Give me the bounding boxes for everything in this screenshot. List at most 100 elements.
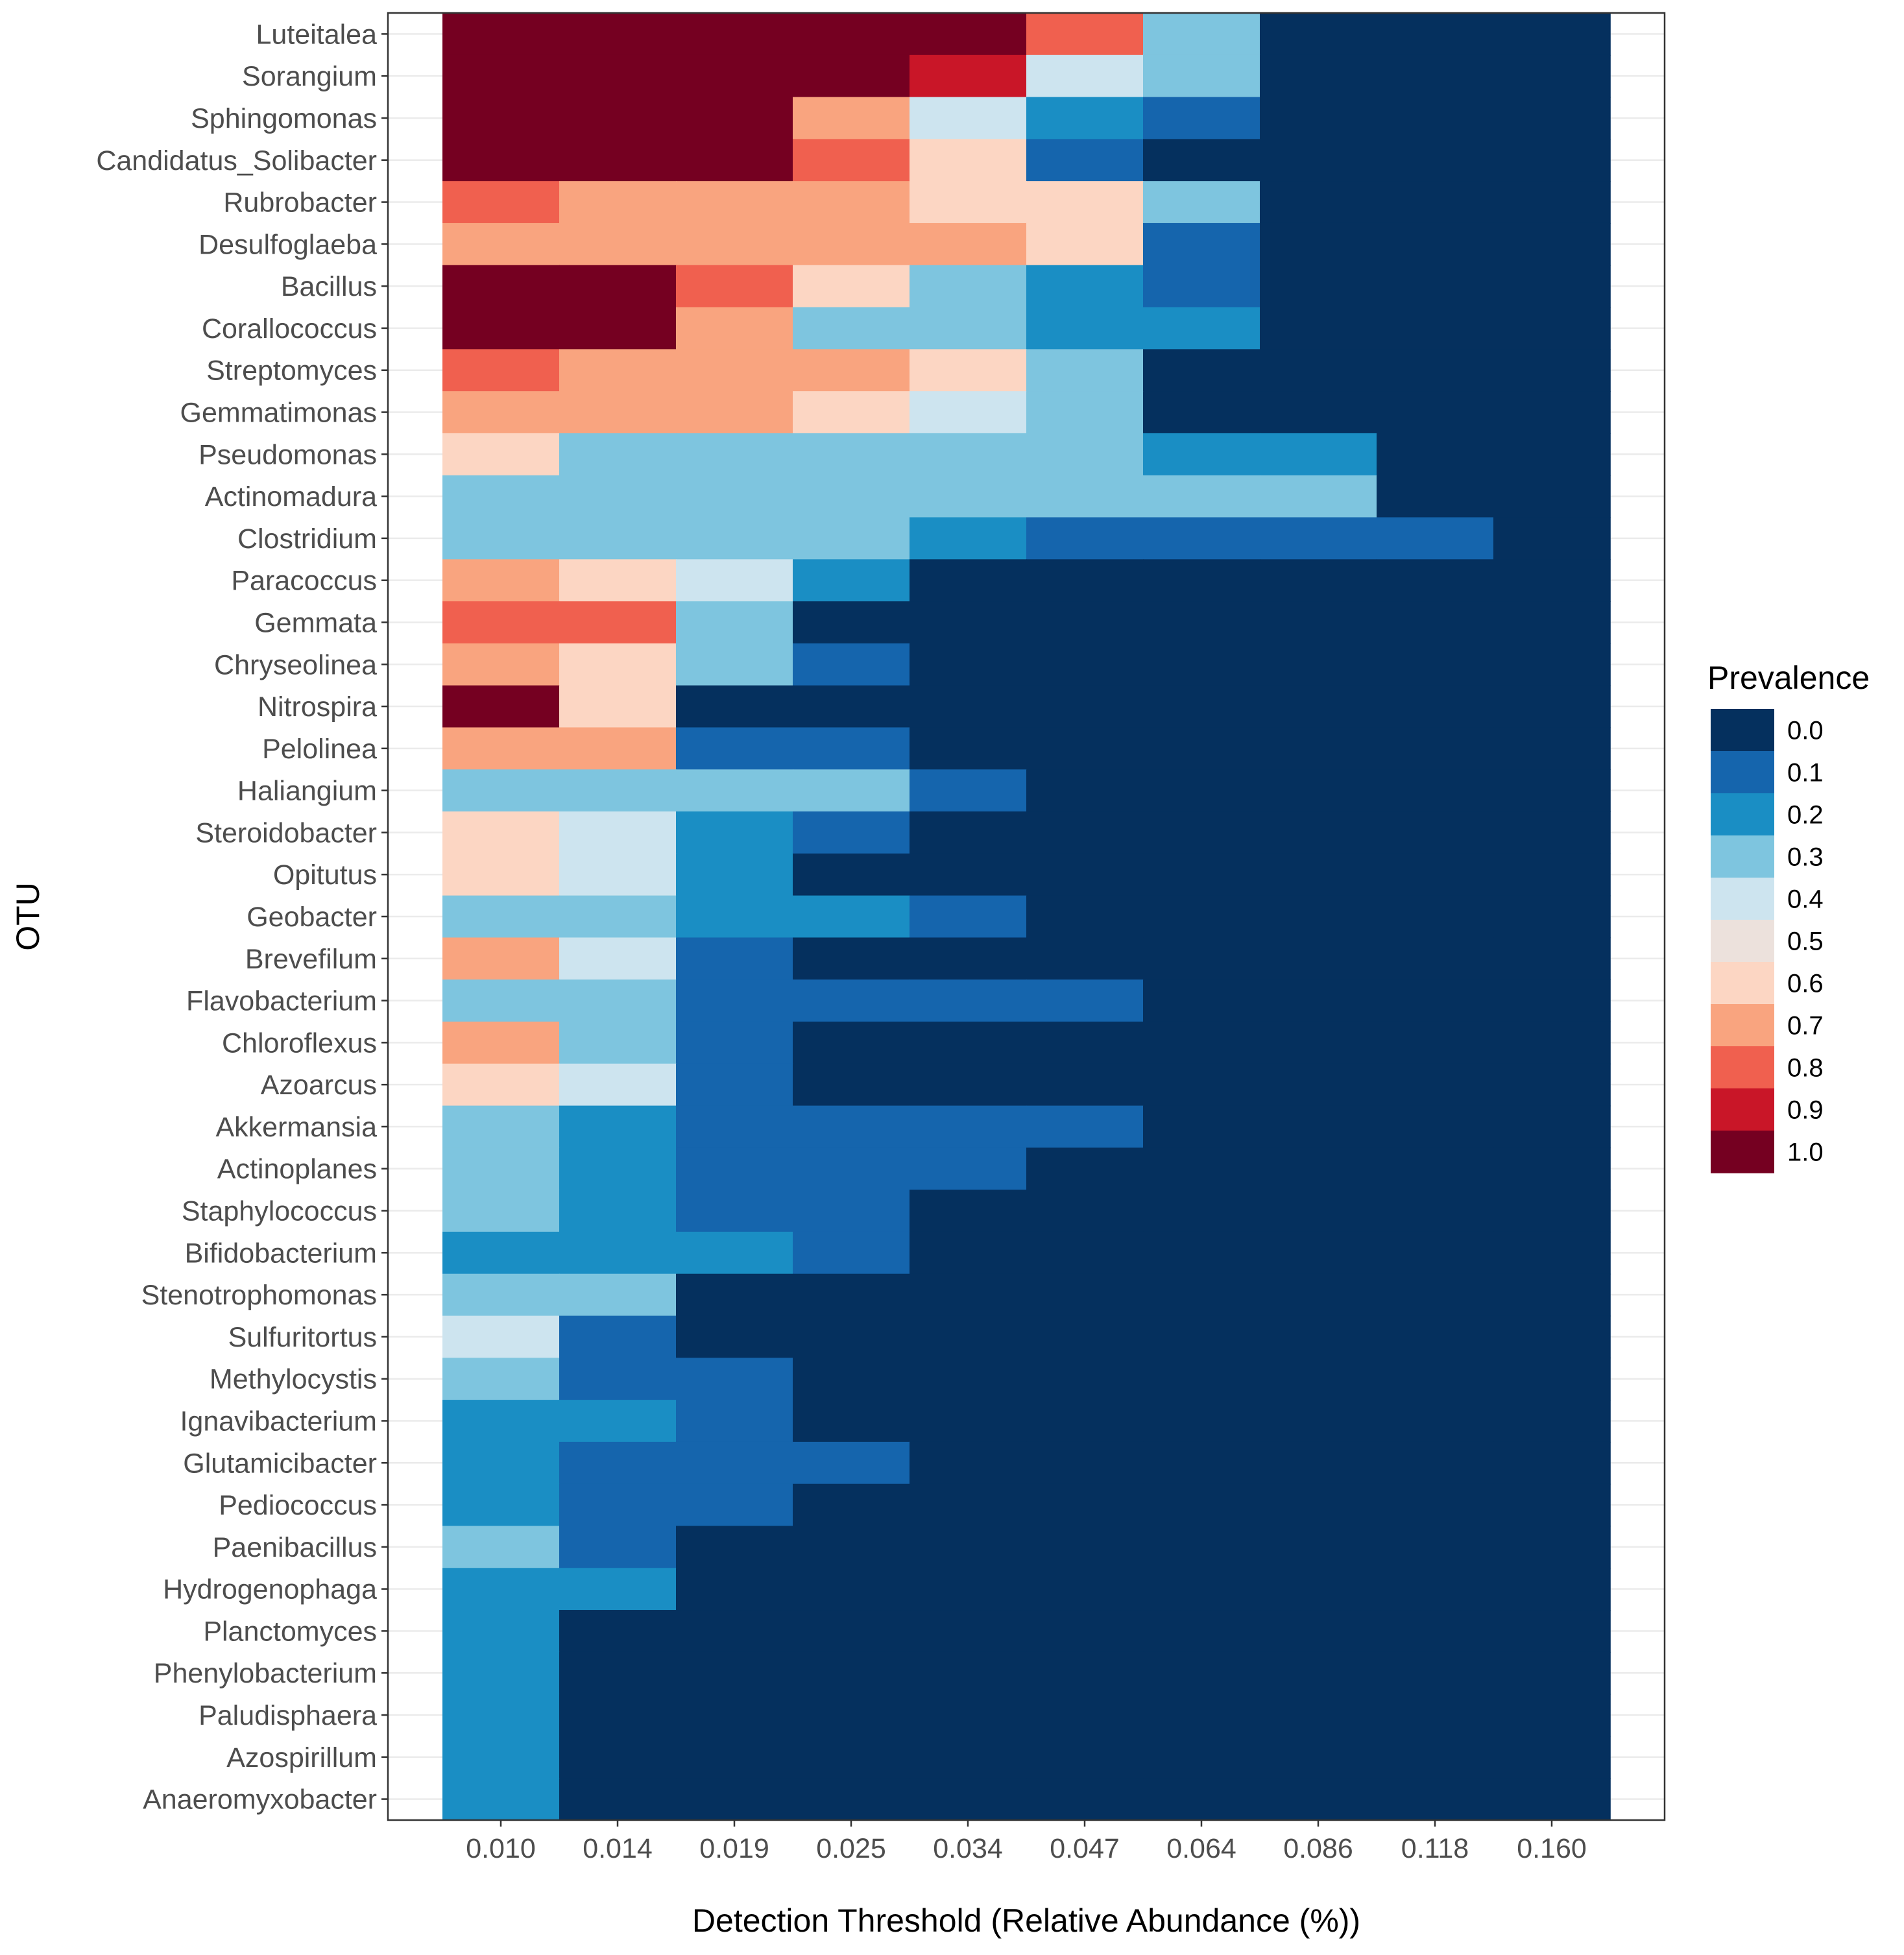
heatmap-cell [559,643,677,686]
heatmap-cell [1026,1400,1144,1443]
heatmap-cell [1143,1778,1260,1821]
heatmap-cell [1026,1315,1144,1359]
heatmap-cell [1493,685,1611,728]
y-tick-label: Streptomyces [206,355,377,387]
heatmap-cell [559,1273,677,1317]
legend-label: 1.0 [1787,1138,1824,1167]
heatmap-cell [1377,1273,1494,1317]
heatmap-cell [676,1021,793,1064]
y-tick-label: Opitutus [273,859,377,891]
y-tick-label: Sphingomonas [191,103,377,134]
heatmap-cell [793,643,910,686]
heatmap-cell [1493,1315,1611,1359]
heatmap-cell [910,54,1027,98]
heatmap-cell [1260,307,1377,350]
heatmap-cell [793,895,910,939]
x-tick-label: 0.019 [699,1833,769,1864]
heatmap-cell [910,1273,1027,1317]
y-tick-label: Ignavibacterium [180,1406,377,1437]
heatmap-cell [1377,1526,1494,1569]
x-tick-label: 0.086 [1283,1833,1353,1864]
heatmap-cell [676,54,793,98]
x-tick-label: 0.047 [1050,1833,1120,1864]
heatmap-cell [1260,181,1377,224]
heatmap-cell [1143,1273,1260,1317]
heatmap-cell [1143,1651,1260,1695]
heatmap-cell [1377,895,1494,939]
heatmap-cell [676,727,793,771]
heatmap-cell [559,1315,677,1359]
heatmap-cell [1143,895,1260,939]
heatmap-cell [1260,349,1377,392]
y-tick-label: Luteitalea [256,19,378,50]
heatmap-cell [1377,307,1494,350]
heatmap-cell [1377,1190,1494,1232]
heatmap-cell [1260,1526,1377,1569]
x-axis-title: Detection Threshold (Relative Abundance … [692,1902,1360,1939]
x-tick-label: 0.034 [933,1833,1003,1864]
heatmap-cell [910,769,1027,812]
heatmap-cell [559,1694,677,1737]
heatmap-cell [442,391,560,434]
heatmap-cell [1493,1358,1611,1400]
y-tick-label: Methylocystis [210,1364,377,1395]
heatmap-cell [1260,937,1377,980]
heatmap-cell [1026,979,1144,1022]
heatmap-cell [559,1063,677,1107]
heatmap-cell [1260,1778,1377,1821]
heatmap-cell [793,222,910,266]
heatmap-cell [559,769,677,812]
heatmap-cell [793,349,910,392]
heatmap-cell [442,517,560,560]
heatmap-cell [442,811,560,854]
heatmap-cell [1026,1190,1144,1232]
heatmap-cell [1493,181,1611,224]
heatmap-cell [442,475,560,518]
heatmap-cell [442,1400,560,1443]
x-tick-label: 0.064 [1166,1833,1236,1864]
heatmap-cell [442,1358,560,1400]
heatmap-cell [442,265,560,308]
legend-title: Prevalence [1707,660,1870,696]
legend: Prevalence 0.0 0.1 0.2 0.3 0.4 0.5 0.6 0.7 0.8 0.… [1707,660,1870,1173]
heatmap-cell [793,1021,910,1064]
heatmap-cell [676,1483,793,1527]
heatmap-cell [910,1190,1027,1232]
heatmap-cell [676,1651,793,1695]
heatmap-cell [442,1694,560,1737]
y-tick-label: Actinomadura [205,481,377,512]
heatmap-cell [1493,265,1611,308]
heatmap-cell [559,517,677,560]
legend-swatch [1711,709,1774,752]
x-tick-label: 0.010 [466,1833,536,1864]
heatmap-cell [442,307,560,350]
heatmap-cell [676,853,793,896]
heatmap-cell [1493,139,1611,182]
heatmap-cell [1260,475,1377,518]
heatmap-cell [1143,559,1260,602]
heatmap-cell [793,517,910,560]
heatmap-cell [1260,433,1377,476]
heatmap-cell [1260,685,1377,728]
heatmap-cell [1377,13,1494,56]
heatmap-cell [793,1483,910,1527]
heatmap-cell [676,685,793,728]
heatmap-cell [442,433,560,476]
heatmap-cell [910,559,1027,602]
heatmap-cell [910,811,1027,854]
heatmap-cell [442,643,560,686]
legend-label: 0.4 [1787,885,1824,914]
heatmap-cell [1026,727,1144,771]
heatmap-cell [559,1441,677,1485]
legend-label: 0.8 [1787,1054,1824,1083]
heatmap-cell [793,1610,910,1653]
heatmap-cell [676,349,793,392]
heatmap-cell [559,1358,677,1400]
heatmap-cell [1377,727,1494,771]
heatmap-cell [910,685,1027,728]
y-tick-label: Gemmatimonas [180,398,377,429]
heatmap-cell [676,1610,793,1653]
heatmap-cell [1493,1526,1611,1569]
heatmap-cell [559,307,677,350]
heatmap-cell [1143,222,1260,266]
